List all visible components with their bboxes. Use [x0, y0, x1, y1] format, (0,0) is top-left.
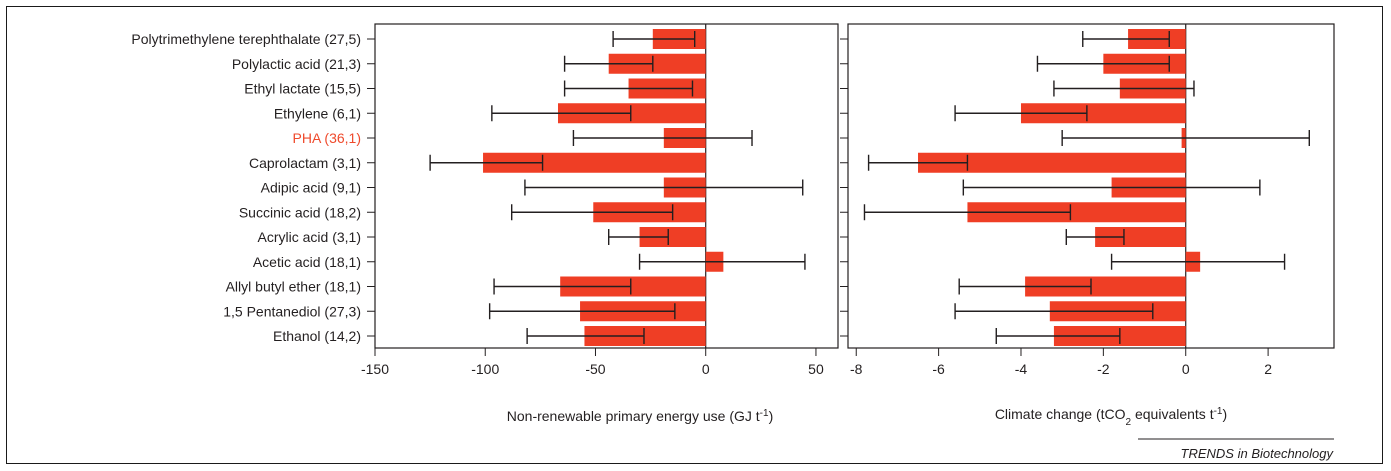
- category-label: Acrylic acid (3,1): [258, 229, 361, 245]
- category-label: Polytrimethylene terephthalate (27,5): [131, 31, 361, 47]
- plot-area-1: [847, 23, 1335, 349]
- category-label: 1,5 Pentanediol (27,3): [223, 303, 361, 319]
- x-tick-label: -100: [471, 361, 499, 377]
- x-tick-label: -150: [361, 361, 389, 377]
- climate-xlabel: Climate change (tCO2 equivalents t-1): [995, 406, 1227, 428]
- category-label: Polylactic acid (21,3): [232, 56, 361, 72]
- x-tick-label: -50: [585, 361, 605, 377]
- bar: [608, 53, 706, 74]
- bar: [584, 326, 706, 346]
- energy-xlabel: Non-renewable primary energy use (GJ t-1…: [507, 408, 773, 425]
- x-tick-label: 0: [1182, 361, 1190, 377]
- plot-area-0: [374, 23, 839, 349]
- category-label: Ethylene (6,1): [274, 105, 361, 121]
- energy-use-panel: Polytrimethylene terephthalate (27,5) Pol…: [131, 23, 839, 377]
- bar: [918, 152, 1186, 173]
- x-tick-label: -4: [1015, 361, 1028, 377]
- bar: [483, 152, 706, 173]
- x-tick-label: -8: [850, 361, 863, 377]
- bar: [1020, 103, 1186, 124]
- bar: [560, 276, 706, 297]
- x-tick-label: 50: [808, 361, 824, 377]
- category-label: PHA (36,1): [293, 130, 361, 146]
- bar: [1025, 276, 1186, 297]
- figure-frame: [6, 6, 1383, 464]
- credit-text: TRENDS in Biotechnology: [1181, 446, 1335, 461]
- category-label: Acetic acid (18,1): [253, 254, 361, 270]
- bar: [557, 103, 706, 124]
- x-tick-label: -6: [932, 361, 945, 377]
- category-label: Ethyl lactate (15,5): [244, 81, 361, 97]
- bar: [967, 202, 1186, 223]
- x-tick-label: 0: [702, 361, 710, 377]
- category-label: Succinic acid (18,2): [239, 204, 361, 220]
- category-label: Adipic acid (9,1): [261, 180, 361, 196]
- category-label: Allyl butyl ether (18,1): [226, 279, 361, 295]
- bar: [1095, 227, 1186, 247]
- x-tick-label: -2: [1097, 361, 1110, 377]
- x-tick-label: 2: [1264, 361, 1272, 377]
- category-label: Ethanol (14,2): [273, 328, 361, 344]
- category-label: Caprolactam (3,1): [249, 155, 361, 171]
- climate-change-panel: -8 -6 -4 -2 0 2: [840, 23, 1335, 377]
- bar: [639, 227, 706, 247]
